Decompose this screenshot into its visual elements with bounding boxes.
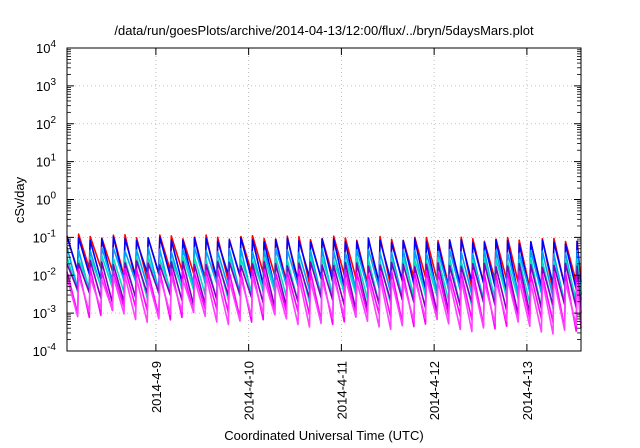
y-tick-label: 10-1 (33, 228, 57, 245)
y-tick-label: 103 (36, 77, 56, 94)
x-axis-label: Coordinated Universal Time (UTC) (224, 428, 423, 443)
y-tick-label: 10-3 (33, 304, 57, 321)
chart-title: /data/run/goesPlots/archive/2014-04-13/1… (114, 23, 534, 38)
y-tick-label: 100 (36, 191, 56, 208)
x-tick-label: 2014-4-13 (520, 361, 535, 420)
x-tick-labels: 2014-4-9 2014-4-10 2014-4-11 2014-4-12 2014-… (149, 361, 535, 420)
y-tick-label: 10-2 (33, 266, 57, 283)
series-group (66, 233, 582, 335)
series-line (66, 274, 582, 335)
x-tick-label: 2014-4-9 (149, 361, 164, 413)
x-tick-label: 2014-4-11 (334, 361, 349, 419)
x-tick-label: 2014-4-10 (242, 361, 257, 420)
y-tick-labels: 10-4 10-3 10-2 10-1 100 101 102 103 104 (33, 39, 57, 359)
series-line (66, 235, 582, 297)
y-axis-label: cSv/day (12, 176, 27, 223)
y-tick-label: 102 (36, 115, 56, 132)
y-tick-label: 101 (36, 153, 56, 170)
x-tick-label: 2014-4-12 (427, 361, 442, 420)
series-line (66, 259, 582, 316)
ticks (67, 47, 581, 352)
y-tick-label: 104 (36, 39, 56, 56)
y-tick-label: 10-4 (33, 342, 57, 359)
grid-lines (67, 48, 581, 351)
